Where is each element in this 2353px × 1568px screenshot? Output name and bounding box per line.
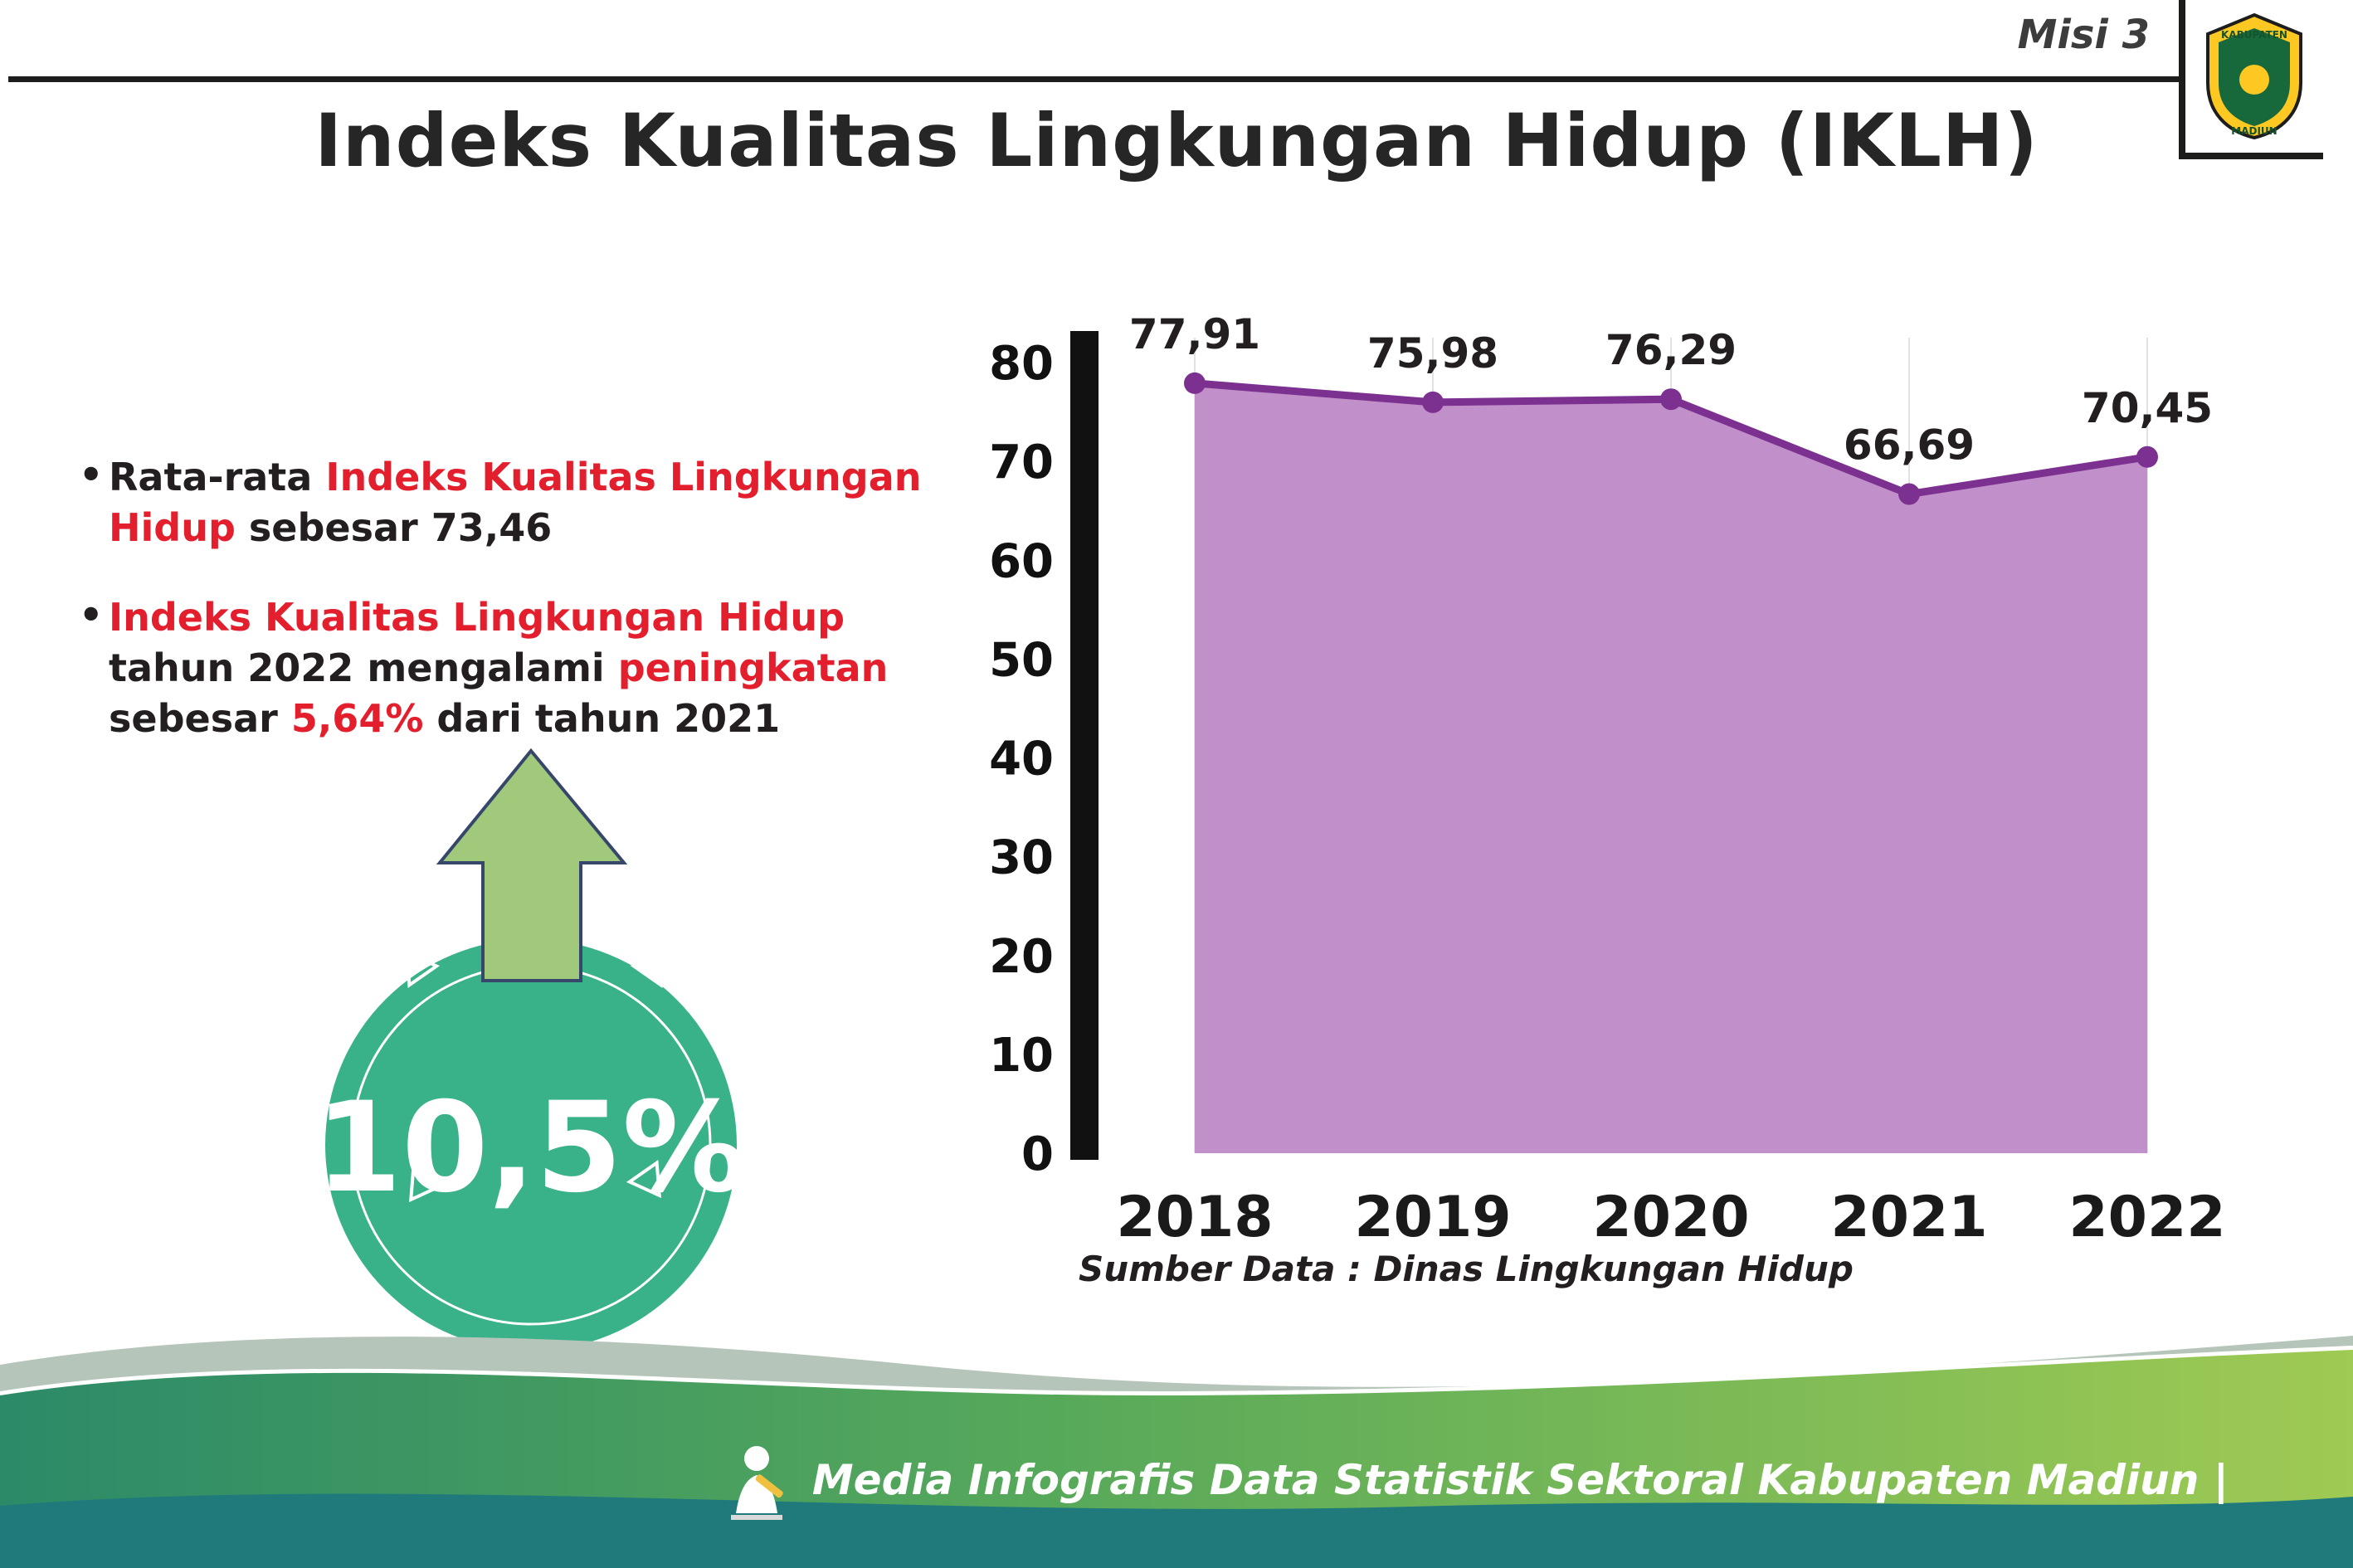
area-fill (1195, 382, 2147, 1154)
x-tick-label: 2019 (1354, 1185, 1511, 1250)
bullet-marker: • (79, 452, 104, 497)
badge-tick-triangle (404, 949, 441, 989)
data-point (1422, 391, 1444, 413)
logo-emblem (2239, 65, 2269, 95)
y-tick-label: 50 (989, 633, 1054, 687)
x-tick-label: 2022 (2068, 1185, 2225, 1250)
x-tick-label: 2021 (1830, 1185, 1987, 1250)
kabupaten-madiun-logo: KABUPATEN MADIUN (2206, 12, 2302, 140)
body-text: Rata-rata (109, 455, 326, 499)
badge-value: 10,5% (315, 1076, 747, 1220)
highlight-text: peningkatan (617, 645, 889, 691)
badge-tick-triangle (626, 1159, 662, 1199)
bullet-item: • Indeks Kualitas Lingkungan Hidup tahun … (79, 592, 975, 743)
data-point (2136, 446, 2158, 468)
footer-wave-white-line (0, 1346, 2353, 1397)
body-text: sebesar (109, 695, 291, 741)
footer-wave-teal (0, 1493, 2353, 1568)
highlight-text: Indeks Kualitas Lingkungan Hidup (109, 595, 845, 640)
badge-tick-triangle (408, 1163, 445, 1203)
y-axis (1070, 331, 1099, 1160)
writer-base (730, 1515, 782, 1520)
body-text: tahun 2022 mengalami (109, 645, 618, 691)
data-label: 75,98 (1367, 329, 1498, 377)
header-rule (8, 76, 2182, 82)
writer-icon (730, 1446, 783, 1520)
y-tick-label: 30 (989, 831, 1054, 885)
badge-circle (325, 939, 737, 1351)
data-label: 76,29 (1605, 326, 1737, 374)
y-tick-label: 20 (989, 930, 1054, 984)
body-text: dari tahun 2021 (423, 695, 781, 741)
writer-head (743, 1446, 769, 1471)
data-label: 77,91 (1129, 310, 1260, 358)
y-tick-label: 70 (989, 436, 1054, 489)
y-tick-label: 0 (1021, 1127, 1054, 1181)
pencil-icon (755, 1474, 783, 1498)
logo-text-top: KABUPATEN (2221, 29, 2287, 41)
data-label: 70,45 (2082, 384, 2213, 432)
data-label: 66,69 (1844, 421, 1975, 470)
increase-badge: 10,5% (315, 747, 747, 1351)
x-tick-label: 2018 (1116, 1185, 1273, 1250)
up-arrow-icon (436, 747, 628, 982)
chart-source: Sumber Data : Dinas Lingkungan Hidup (1079, 1249, 1854, 1289)
misi-label: Misi 3 (2017, 12, 2150, 58)
y-tick-label: 10 (989, 1029, 1054, 1083)
x-tick-label: 2020 (1592, 1185, 1749, 1250)
chart-area: 0 10 20 30 40 50 60 70 80 77,91 2018 75,98 2019 76,29… (962, 290, 2290, 1319)
iklh-chart: 0 10 20 30 40 50 60 70 80 77,91 2018 75,98 2019 76,29… (989, 310, 2226, 1250)
y-tick-label: 40 (989, 733, 1054, 786)
footer-credit-text: Media Infografis Data Statistik Sektoral… (811, 1456, 2229, 1504)
bullet-marker: • (79, 592, 104, 638)
footer-credit: Media Infografis Data Statistik Sektoral… (721, 1440, 2229, 1520)
body-text: sebesar 73,46 (235, 504, 553, 550)
y-tick-label: 60 (989, 534, 1054, 588)
footer-wave (0, 1336, 2353, 1568)
page-title: Indeks Kualitas Lingkungan Hidup (IKLH) (314, 98, 2039, 183)
bullet-list: • Rata-rata Indeks Kualitas Lingkungan Hi… (79, 452, 975, 744)
logo-text-bottom: MADIUN (2231, 125, 2277, 137)
data-point (1898, 483, 1920, 505)
data-point (1660, 388, 1682, 411)
bullet-item: • Rata-rata Indeks Kualitas Lingkungan Hi… (79, 452, 975, 553)
highlight-text: 5,64% (290, 695, 424, 741)
data-point (1184, 372, 1206, 394)
logo-frame: KABUPATEN MADIUN (2179, 0, 2323, 159)
y-tick-label: 80 (989, 337, 1054, 391)
highlight-text: Indeks Kualitas Lingkungan Hidup (109, 455, 922, 550)
badge-tick-triangle (630, 949, 666, 989)
